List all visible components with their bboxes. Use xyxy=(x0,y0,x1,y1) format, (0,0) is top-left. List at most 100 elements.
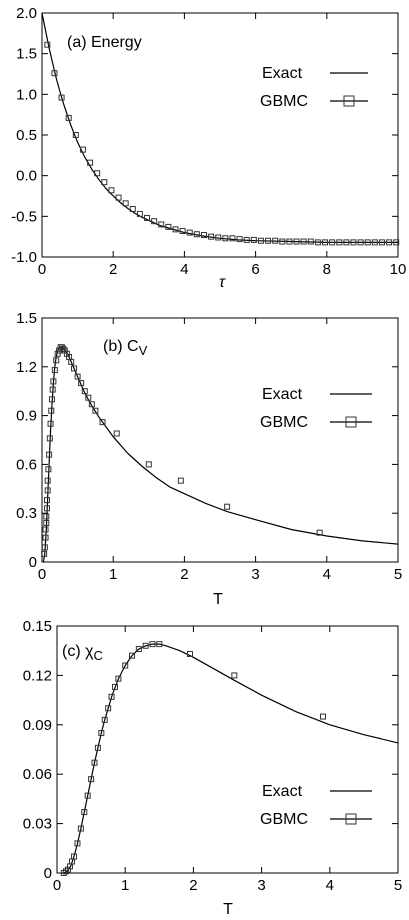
y-tick-label: 2.0 xyxy=(16,5,37,22)
legend-label-gbmc: GBMC xyxy=(260,811,308,828)
y-tick-label: 0.03 xyxy=(23,816,52,833)
series-gbmc-marker xyxy=(293,238,300,245)
legend-label-exact: Exact xyxy=(262,65,303,82)
series-gbmc-marker xyxy=(51,70,58,77)
series-gbmc-marker xyxy=(393,239,400,246)
x-tick-label: 2 xyxy=(180,566,188,583)
series-gbmc-marker xyxy=(357,239,364,246)
legend-swatch-gbmc-marker xyxy=(343,95,355,107)
series-gbmc-marker xyxy=(51,367,58,374)
x-tick-label: 2 xyxy=(109,261,117,278)
panel-a: 0 2 4 6 8 10 -1.0 -0.5 0.0 0.5 1.0 1.5 2.0 τ (a) Energ… xyxy=(11,5,406,291)
panel-c: 0 1 2 3 4 5 0 0.03 0.06 0.09 0.12 0.15 T (c) χC Exact G… xyxy=(23,618,402,918)
series-gbmc-marker xyxy=(84,792,91,799)
series-gbmc-marker xyxy=(78,380,85,387)
series-gbmc-marker xyxy=(46,435,53,442)
series-gbmc-marker xyxy=(231,672,238,679)
series-gbmc-marker xyxy=(135,646,142,653)
y-tick-label: 0.0 xyxy=(16,168,37,185)
y-tick-label: -1.0 xyxy=(11,249,37,266)
y-tick-label: 1.2 xyxy=(16,359,37,376)
series-gbmc-marker xyxy=(329,239,336,246)
series-gbmc-marker xyxy=(88,401,95,408)
series-gbmc-marker xyxy=(43,497,50,504)
series-gbmc-marker xyxy=(136,210,143,217)
series-gbmc-marker xyxy=(224,503,231,510)
series-gbmc-marker xyxy=(85,394,92,401)
series-gbmc-marker xyxy=(108,187,115,194)
panel-label-subscript: V xyxy=(139,343,148,358)
series-gbmc-marker xyxy=(215,234,222,241)
y-tick-label: -0.5 xyxy=(11,208,37,225)
y-tick-label: 1.0 xyxy=(16,86,37,103)
series-exact-line xyxy=(42,346,399,563)
series-gbmc-marker xyxy=(44,41,51,48)
series-gbmc-marker xyxy=(350,239,357,246)
series-exact-line xyxy=(60,643,399,874)
x-tick-label: 6 xyxy=(251,261,259,278)
series-gbmc-marker xyxy=(336,239,343,246)
y-tick-label: 0.15 xyxy=(23,618,52,635)
series-gbmc-marker xyxy=(42,534,49,541)
series-gbmc-marker xyxy=(98,730,105,737)
series-gbmc-marker xyxy=(115,194,122,201)
series-gbmc-marker xyxy=(92,407,99,414)
y-tick-label: 0.09 xyxy=(23,717,52,734)
series-gbmc-marker xyxy=(47,420,54,427)
legend-label-gbmc: GBMC xyxy=(260,414,308,431)
series-gbmc-marker xyxy=(60,345,67,352)
series-gbmc-marker xyxy=(279,238,286,245)
series-gbmc-marker xyxy=(111,683,118,690)
series-gbmc-marker xyxy=(43,519,50,526)
series-gbmc-marker xyxy=(257,237,264,244)
x-axis-title: T xyxy=(213,591,223,608)
series-gbmc-marker xyxy=(186,650,193,657)
series-gbmc-marker xyxy=(94,170,101,177)
y-tick-label: 0.06 xyxy=(23,766,52,783)
panel-b: 0 1 2 3 4 5 0 0.3 0.6 0.9 1.2 1.5 T (b) CV Exact GBMC xyxy=(16,310,402,608)
series-gbmc-marker xyxy=(222,235,229,242)
panel-label-subscript: C xyxy=(94,648,103,663)
x-tick-label: 0 xyxy=(38,566,46,583)
x-axis-title: τ xyxy=(219,274,226,291)
x-axis-title: T xyxy=(223,901,233,918)
x-tick-label: 0 xyxy=(38,261,46,278)
series-gbmc-marker xyxy=(364,239,371,246)
series-gbmc-marker xyxy=(113,430,120,437)
series-gbmc-marker xyxy=(156,641,163,648)
series-gbmc-marker xyxy=(386,239,393,246)
series-gbmc-marker xyxy=(144,214,151,221)
series-gbmc-marker xyxy=(50,378,57,385)
series-gbmc-marker xyxy=(319,713,326,720)
x-tick-label: 5 xyxy=(394,877,402,894)
panel-label: (a) Energy xyxy=(67,34,142,51)
series-gbmc-marker xyxy=(158,221,165,228)
series-gbmc-marker xyxy=(314,239,321,246)
series-gbmc-marker xyxy=(193,231,200,238)
series-gbmc-marker xyxy=(46,451,53,458)
y-tick-label: 0.5 xyxy=(16,127,37,144)
series-gbmc-marker xyxy=(145,461,152,468)
series-gbmc-marker xyxy=(179,227,186,234)
series-gbmc-marker xyxy=(53,357,60,364)
series-gbmc-marker xyxy=(44,487,51,494)
x-tick-label: 2 xyxy=(189,877,197,894)
series-gbmc-marker xyxy=(41,550,48,557)
plot-frame xyxy=(56,625,399,874)
series-gbmc-marker xyxy=(122,662,129,669)
series-gbmc-marker xyxy=(151,218,158,225)
series-gbmc-marker xyxy=(43,505,50,512)
series-gbmc-marker xyxy=(105,705,112,712)
series-gbmc-marker xyxy=(307,238,314,245)
series-gbmc-marker xyxy=(43,513,50,520)
series-gbmc-marker xyxy=(81,809,88,816)
series-gbmc-marker xyxy=(165,223,172,230)
series-gbmc-marker xyxy=(45,466,52,473)
series-gbmc-marker xyxy=(322,239,329,246)
series-gbmc-marker xyxy=(74,840,81,847)
series-gbmc-marker xyxy=(149,641,156,648)
series-gbmc-marker xyxy=(101,716,108,723)
series-gbmc-marker xyxy=(77,825,84,832)
series-gbmc-marker xyxy=(172,226,179,233)
